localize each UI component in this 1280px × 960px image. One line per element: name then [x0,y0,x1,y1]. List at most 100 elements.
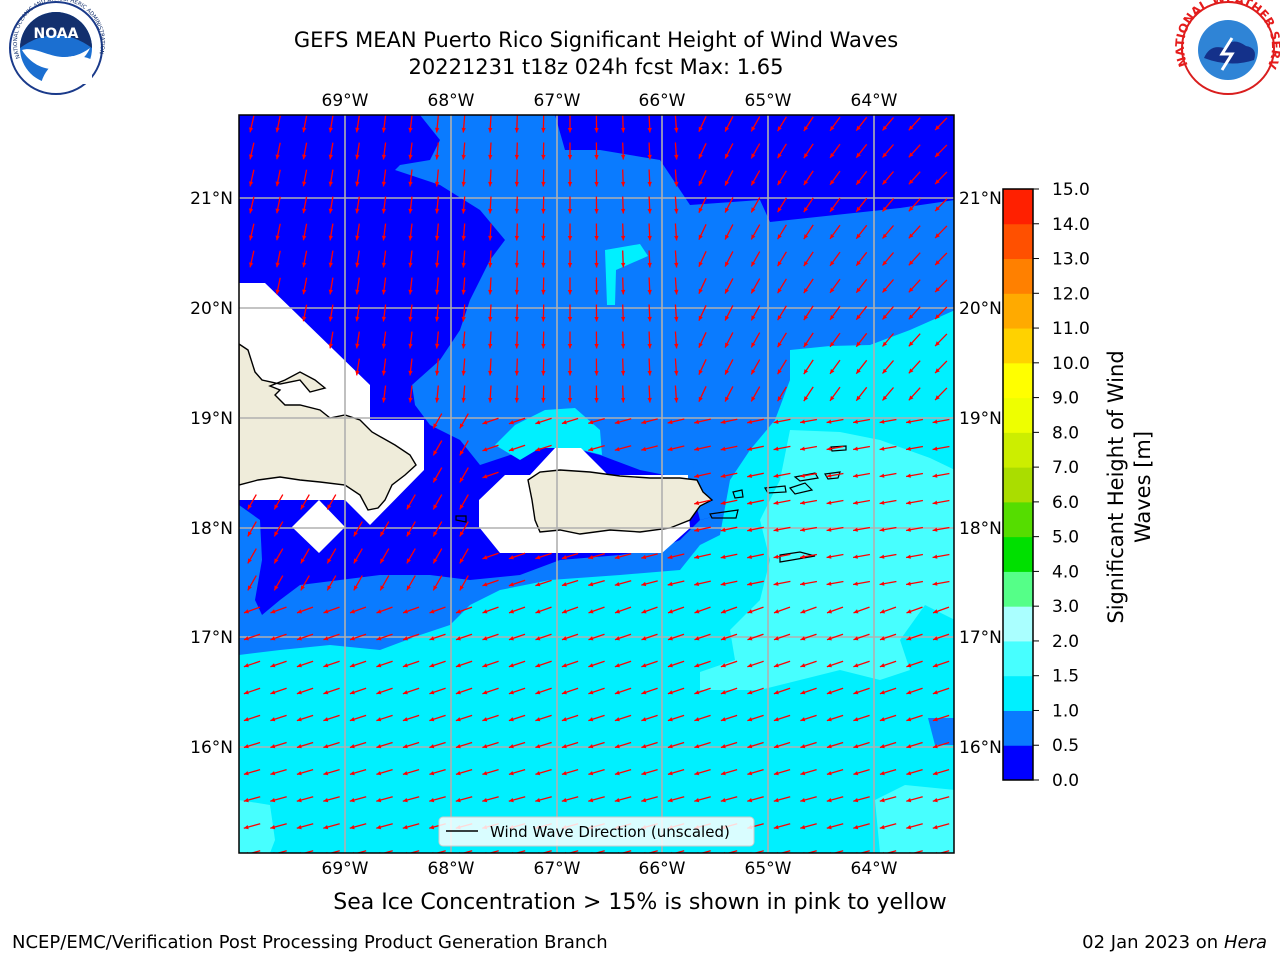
wave-direction-arrowhead [614,447,620,452]
wave-direction-arrowhead [694,554,700,559]
wave-direction-arrowhead [720,717,726,722]
wave-direction-arrowhead [803,315,809,321]
wave-direction-arrowhead [614,690,620,695]
wave-direction-arrowhead [588,798,594,803]
wave-direction-arrowhead [243,825,249,830]
wave-direction-arrowhead [349,771,355,776]
wave-direction-arrowhead [674,154,679,160]
wave-direction-arrow [726,850,738,853]
wave-direction-arrowhead [406,531,411,537]
colorbar-swatch [1003,189,1033,225]
colorbar-tick-label: 7.0 [1052,458,1079,478]
wave-direction-arrowhead [641,798,647,803]
colorbar-tick-label: 9.0 [1052,389,1079,409]
wave-direction-arrowhead [455,690,461,695]
wave-direction-arrowhead [535,447,541,452]
wave-direction-arrowhead [698,180,703,186]
footer-branch: NCEP/EMC/Verification Post Processing Pr… [12,932,608,953]
wave-direction-arrowhead [725,369,730,375]
wave-direction-arrowhead [274,504,279,510]
wave-direction-arrowhead [800,690,806,695]
wave-direction-arrowhead [747,744,753,749]
wave-direction-arrowhead [323,663,329,668]
wave-direction-arrowhead [826,500,832,505]
wave-direction-arrowhead [908,125,914,131]
wave-direction-arrowhead [376,744,382,749]
wave-direction-arrowhead [853,717,859,722]
wave-direction-arrowhead [567,317,573,322]
wave-direction-arrowhead [514,316,519,322]
wave-direction-arrowhead [882,179,888,185]
wave-direction-arrowhead [647,316,652,322]
wave-direction-arrowhead [488,370,493,376]
wave-direction-arrowhead [674,127,679,133]
wave-direction-arrowhead [674,397,679,403]
wave-direction-arrowhead [433,585,438,591]
wave-direction-arrowhead [302,289,307,295]
wave-direction-arrowhead [906,500,911,505]
wave-direction-arrowhead [800,663,806,668]
wave-direction-arrowhead [296,663,302,668]
wave-direction-arrowhead [376,825,382,830]
wave-direction-arrowhead [674,370,679,376]
wave-direction-arrowhead [243,690,249,695]
wave-direction-arrowhead [906,581,911,586]
wave-direction-arrowhead [243,744,249,749]
wave-direction-arrowhead [275,262,280,268]
wave-direction-arrowhead [482,582,488,587]
wave-direction-arrowhead [935,395,940,401]
land-mona [455,515,467,523]
wave-direction-arrowhead [455,798,461,803]
wave-direction-arrowhead [408,208,413,214]
wave-direction-arrowhead [588,420,594,425]
wave-direction-arrowhead [243,771,249,776]
wave-direction-arrowhead [747,581,752,586]
wave-direction-arrowhead [647,289,652,295]
wave-direction-arrowhead [508,798,514,803]
wave-direction-arrowhead [488,154,493,160]
wave-direction-arrowhead [674,235,679,241]
wave-direction-arrowhead [459,585,464,591]
wave-zone-1.0-1.5-plume [605,244,648,305]
wave-direction-arrowhead [641,663,647,668]
wave-direction-arrowhead [541,127,546,133]
wave-direction-arrowhead [270,663,276,668]
colorbar-swatch [1003,223,1033,260]
lat-left-label: 19°N [190,409,233,429]
colorbar-label-line1: Significant Height of Wind [1104,350,1128,623]
wave-direction-arrowhead [908,395,914,401]
wave-direction-arrowhead [906,825,912,830]
wave-direction-arrowhead [380,531,385,537]
wave-direction-arrowhead [698,207,703,213]
wave-direction-arrowhead [323,717,329,722]
wave-direction-arrowhead [296,690,302,695]
wave-direction-arrowhead [856,152,861,158]
wave-direction-arrowhead [826,473,832,478]
wave-direction-arrowhead [800,609,806,614]
wave-direction-arrowhead [694,663,700,668]
wave-direction-arrowhead [932,419,938,424]
wave-direction-arrowhead [777,261,782,267]
wave-direction-arrowhead [435,343,440,349]
wave-direction-arrowhead [429,717,435,722]
wave-direction-arrowhead [853,446,858,451]
wave-direction-arrowhead [800,446,805,451]
wave-direction-arrowhead [381,154,387,160]
wave-direction-arrowhead [243,717,249,722]
wave-direction-arrowhead [773,500,779,505]
wave-direction-arrowhead [773,825,779,830]
wave-direction-arrowhead [694,636,700,641]
chart-title-line1: GEFS MEAN Puerto Rico Significant Height… [293,28,899,52]
wave-direction-arrowhead [856,287,861,293]
wave-direction-arrowhead [773,554,779,559]
land-puerto-rico [527,469,714,535]
wave-direction-arrowhead [882,287,888,293]
wave-direction-arrowhead [694,419,700,424]
wave-direction-arrowhead [350,636,355,641]
wave-direction-arrowhead [275,154,280,160]
colorbar-tick-label: 4.0 [1052,562,1079,582]
wave-direction-arrowhead [514,235,519,241]
colorbar-label-line2: Waves [m] [1131,431,1155,543]
wave-direction-arrowhead [615,636,620,641]
